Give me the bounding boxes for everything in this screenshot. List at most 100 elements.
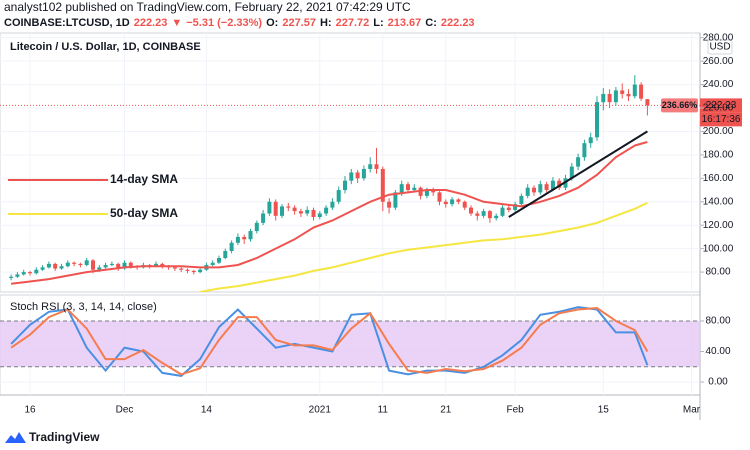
- y-tick-label: 80.00: [705, 316, 730, 327]
- candle-body: [494, 215, 499, 219]
- sma-annotation: 50-day SMA: [110, 206, 178, 220]
- candle-body: [28, 272, 32, 274]
- candle-body: [544, 184, 549, 191]
- candle-body: [595, 102, 599, 138]
- candle-body: [91, 260, 95, 270]
- y-tick-label: 100.00: [703, 243, 734, 254]
- quote-part: L:: [373, 17, 383, 29]
- candle-body: [40, 267, 45, 270]
- candle-body: [443, 201, 448, 205]
- quote-part: H:: [320, 17, 332, 29]
- candle-body: [613, 90, 618, 103]
- candle-body: [160, 263, 165, 267]
- candle-body: [645, 99, 650, 106]
- x-tick-label: Dec: [116, 405, 134, 416]
- y-tick-label: 80.00: [705, 267, 730, 278]
- candle-body: [324, 207, 329, 214]
- candle-body: [15, 274, 20, 277]
- candle-body: [588, 137, 593, 144]
- candle-body: [179, 268, 184, 270]
- candle-body: [330, 201, 335, 208]
- candle-body: [311, 209, 316, 217]
- candle-body: [59, 266, 64, 269]
- candle-body: [601, 93, 606, 103]
- candle-body: [97, 267, 102, 270]
- candle-body: [557, 180, 562, 188]
- candle-body: [280, 206, 284, 216]
- candle-body: [406, 184, 410, 191]
- x-tick-label: 16: [24, 405, 36, 416]
- countdown-box: [700, 112, 742, 127]
- candle-body: [349, 172, 354, 181]
- candle-body: [172, 267, 177, 269]
- stoch-line: [10, 306, 649, 376]
- y-tick-label: 280.00: [703, 32, 734, 43]
- countdown: 16:17:36: [702, 114, 741, 125]
- main-plot: [0, 75, 700, 292]
- candle-body: [261, 213, 266, 223]
- candle-body: [437, 192, 442, 202]
- quote-part: 222.23: [134, 17, 168, 29]
- candle-body: [343, 180, 347, 191]
- candle-body: [424, 190, 429, 196]
- candle-body: [550, 180, 555, 191]
- candle-body: [431, 190, 436, 193]
- x-tick-label: 2021: [309, 405, 332, 416]
- candle-body: [273, 201, 278, 216]
- quote-part: O:: [266, 17, 278, 29]
- candle-body: [78, 263, 83, 266]
- quote-part: 227.57: [282, 17, 316, 29]
- quote-part: −5.31 (−2.33%): [186, 17, 262, 29]
- candle-body: [198, 269, 203, 273]
- y-tick-label: 260.00: [703, 56, 734, 67]
- candle-body: [267, 201, 272, 214]
- footer-logo: [5, 432, 26, 443]
- candle-body: [412, 187, 417, 191]
- y-tick-label: 180.00: [703, 150, 734, 161]
- quote-part: ▼: [171, 17, 182, 29]
- y-tick-label: 0.00: [708, 377, 728, 388]
- candle-body: [292, 207, 297, 212]
- candle-body: [128, 262, 133, 267]
- candle-body: [380, 168, 385, 202]
- footer-brand: TradingView: [29, 430, 100, 444]
- quote-part: C:: [425, 17, 437, 29]
- quote-part: 227.72: [336, 17, 370, 29]
- candle-body: [569, 166, 574, 179]
- y-tick-label: 160.00: [703, 173, 734, 184]
- x-tick-label: 11: [378, 405, 389, 416]
- price-box: [700, 98, 742, 113]
- candle-body: [336, 190, 341, 202]
- publisher: analyst102 published on TradingView.com,…: [4, 0, 411, 14]
- candle-body: [393, 192, 398, 208]
- candle-body: [286, 206, 291, 208]
- candle-body: [469, 207, 473, 214]
- currency: USD: [709, 42, 730, 53]
- candle-body: [361, 168, 366, 179]
- candle-body: [500, 207, 505, 216]
- candle-body: [248, 231, 253, 240]
- candle-body: [317, 213, 322, 217]
- candle-body: [368, 164, 373, 169]
- candle-body: [355, 172, 360, 179]
- candle-body: [456, 199, 461, 202]
- change-box: [661, 98, 698, 113]
- quote-part: 213.67: [388, 17, 422, 29]
- candle-body: [506, 207, 511, 210]
- candle-body: [450, 199, 455, 205]
- candle-body: [525, 187, 530, 196]
- currency-box: [707, 39, 733, 55]
- candle-body: [109, 263, 114, 266]
- candle-body: [576, 157, 581, 167]
- candle-body: [538, 184, 543, 193]
- sma-line: [10, 141, 648, 285]
- candle-body: [298, 211, 303, 214]
- candle-body: [191, 270, 196, 273]
- overlay: 14-day SMA 50-day SMA 236.66% 222.23 16:17:3…: [8, 98, 742, 220]
- candle-body: [84, 260, 89, 266]
- candle-body: [374, 164, 379, 169]
- candle-body: [475, 213, 480, 216]
- x-tick-label: 21: [440, 405, 452, 416]
